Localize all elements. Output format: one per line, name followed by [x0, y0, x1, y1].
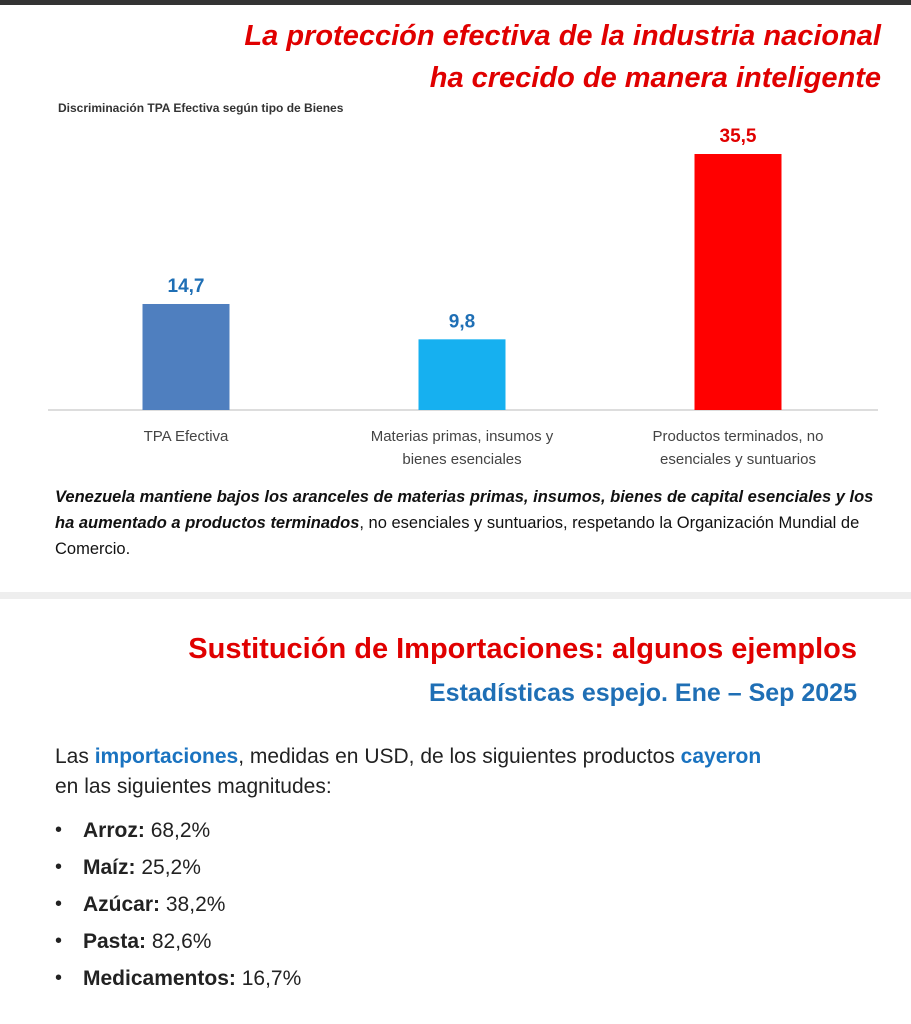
list-item: • Azúcar: 38,2% [55, 892, 226, 916]
list-item: • Arroz: 68,2% [55, 818, 211, 842]
category-label: Productos terminados, no esenciales y sun… [652, 428, 824, 468]
bar [418, 339, 506, 410]
product-list: • Arroz: 68,2% • Maíz: 25,2% • Azúcar: 38,2… [55, 812, 301, 997]
chart-title: Discriminación TPA Efectiva según tipo d… [58, 101, 344, 115]
section-subtitle: Estadísticas espejo. Ene – Sep 2025 [428, 679, 857, 707]
list-item: • Medicamentos: 16,7% [55, 966, 302, 990]
intro-text: Las importaciones, medidas en USD, de lo… [55, 745, 762, 798]
bar [142, 303, 230, 410]
list-item: • Pasta: 82,6% [55, 929, 212, 953]
data-label: 35,5 [720, 126, 757, 147]
top-bar [0, 0, 911, 5]
data-label: 14,7 [168, 276, 205, 297]
category-label: TPA Efectiva [143, 428, 229, 445]
data-label: 9,8 [449, 311, 475, 332]
category-label: Materias primas, insumos y bienes esencia… [370, 428, 554, 468]
section-divider [0, 592, 911, 599]
section-title: Sustitución de Importaciones: algunos ej… [188, 633, 857, 665]
chart-note: Venezuela mantiene bajos los aranceles d… [55, 488, 874, 558]
slide-title-line1: La protección efectiva de la industria n… [244, 20, 881, 52]
bar-chart: 14,7 9,8 35,5 [48, 126, 878, 411]
slide-title-line2: ha crecido de manera inteligente [429, 62, 881, 94]
bar [694, 154, 782, 410]
list-item: • Maíz: 25,2% [55, 855, 201, 879]
